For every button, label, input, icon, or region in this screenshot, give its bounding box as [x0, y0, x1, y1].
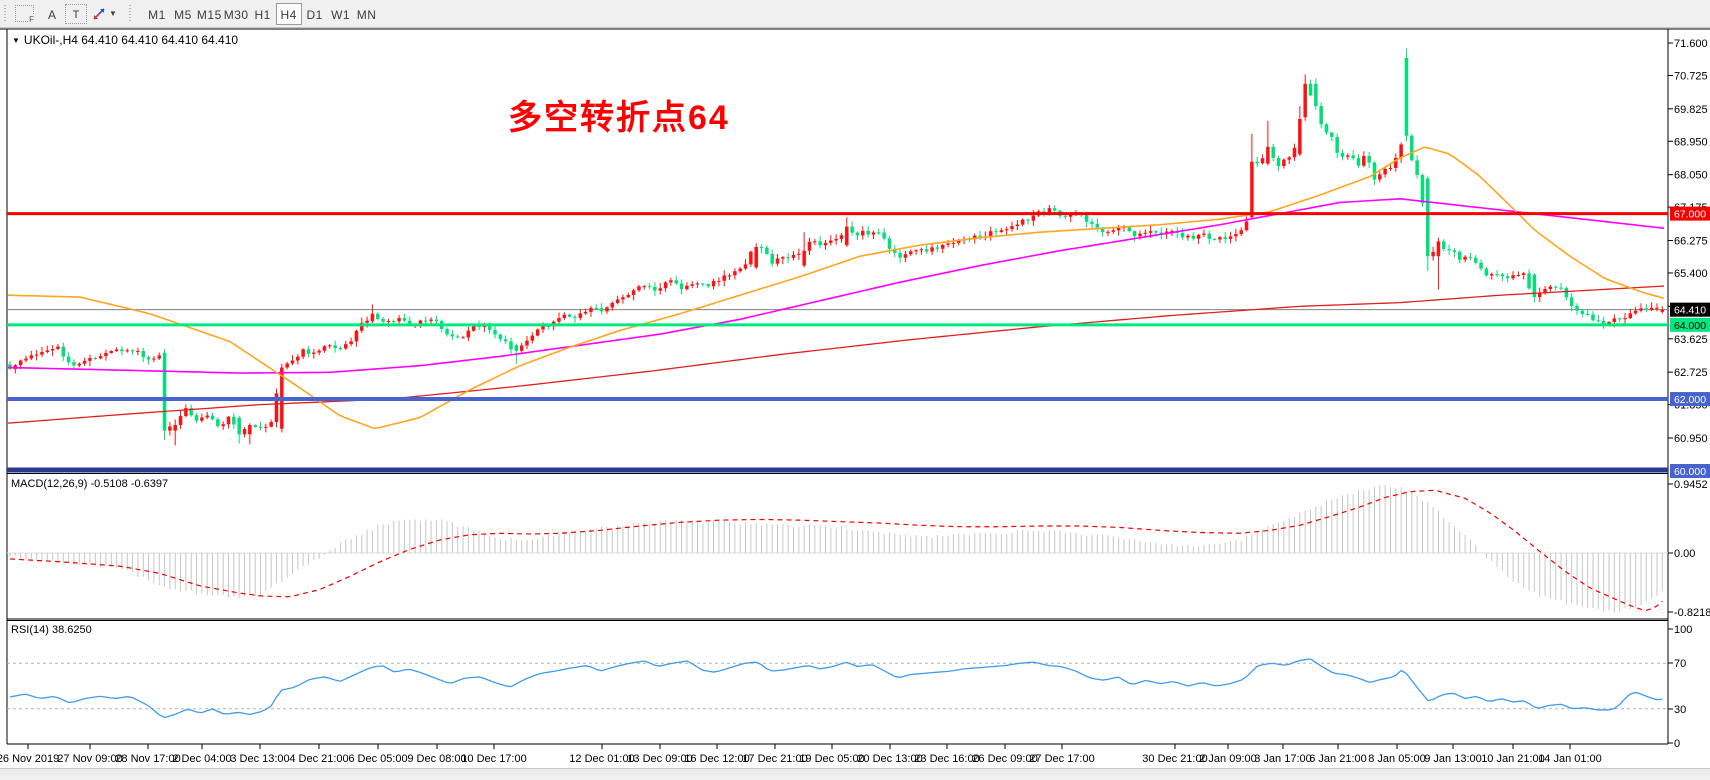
rsi-pane	[7, 662, 1668, 710]
time-tick-label: 27 Nov 09:00	[57, 753, 122, 765]
timeframe-h4[interactable]: H4	[275, 2, 302, 25]
price-tick-label: 71.600	[1674, 38, 1708, 50]
time-tick-label: 13 Dec 09:00	[627, 753, 692, 765]
macd-scale-label: -0.8218	[1674, 607, 1710, 619]
price-tick-label: 60.950	[1674, 433, 1708, 445]
price-tick-label: 66.275	[1674, 235, 1708, 247]
time-tick-label: 26 Nov 2019	[0, 753, 59, 765]
time-tick-label: 10 Jan 21:00	[1481, 753, 1545, 765]
time-tick-label: 9 Dec 08:00	[407, 753, 466, 765]
macd-histogram	[9, 485, 1663, 614]
chart-symbol-header: ▼ UKOil-,H4 64.410 64.410 64.410 64.410	[12, 33, 238, 47]
time-tick-label: 26 Dec 09:00	[972, 753, 1037, 765]
macd-scale-label: 0.00	[1674, 548, 1695, 560]
timeframe-d1[interactable]: D1	[306, 7, 323, 22]
text-label-tool-button[interactable]: T	[65, 3, 87, 24]
rsi-scale-label: 100	[1674, 624, 1692, 636]
rsi-scale-label: 30	[1674, 704, 1686, 716]
time-tick-label: 27 Dec 17:00	[1029, 753, 1094, 765]
time-tick-label: 23 Dec 16:00	[914, 753, 979, 765]
timeframe-toolbar-drag-handle[interactable]	[127, 4, 134, 23]
time-tick-label: 20 Dec 13:00	[857, 753, 922, 765]
time-tick-label: 6 Dec 05:00	[348, 753, 407, 765]
price-badge: 67.000	[1674, 209, 1706, 221]
timeframe-h1[interactable]: H1	[254, 7, 271, 22]
font-tool-button[interactable]: A	[47, 7, 56, 22]
chart-collapse-icon[interactable]: ▼	[12, 36, 20, 45]
ma-slow-line	[7, 285, 1665, 424]
toolbar-drag-handle[interactable]	[3, 4, 9, 23]
time-tick-label: 9 Jan 13:00	[1424, 753, 1482, 765]
rsi-indicator-label: RSI(14) 38.6250	[11, 624, 92, 636]
time-tick-label: 6 Jan 21:00	[1309, 753, 1367, 765]
price-tick-label: 65.400	[1674, 268, 1708, 280]
horizontal-scrollbar[interactable]	[0, 768, 1710, 775]
chart-title-text: UKOil-,H4 64.410 64.410 64.410 64.410	[23, 33, 239, 47]
arrows-dropdown-caret-icon[interactable]: ▼	[109, 9, 117, 18]
timeframe-w1[interactable]: W1	[331, 7, 351, 22]
timeframe-m15[interactable]: M15	[196, 7, 222, 22]
rsi-scale-label: 0	[1674, 738, 1680, 750]
rsi-scale-label: 70	[1674, 658, 1686, 670]
price-badge: 64.410	[1674, 305, 1706, 317]
price-tick-label: 63.625	[1674, 334, 1708, 346]
top-toolbar: F A T ▼ M1 M5 M15 M30 H1 H4 D1 W1 MN	[0, 0, 1710, 28]
macd-scale-label: 0.9452	[1674, 479, 1708, 491]
template-grid-icon[interactable]: F	[15, 5, 34, 24]
price-badge: 62.000	[1674, 394, 1706, 406]
timeframe-mn[interactable]: MN	[356, 7, 377, 22]
timeframe-m1[interactable]: M1	[148, 7, 166, 22]
diagonal-arrows-icon	[93, 7, 105, 20]
time-tick-label: 8 Jan 05:00	[1368, 753, 1426, 765]
chart-text-annotation[interactable]: 多空转折点64	[508, 99, 730, 137]
arrows-tool-button[interactable]: ▼	[91, 6, 117, 22]
timeframe-group: M1 M5 M15 M30 H1 H4 D1 W1 MN	[144, 2, 380, 25]
time-tick-label: 2 Jan 09:00	[1199, 753, 1257, 765]
rsi-line	[9, 658, 1663, 719]
price-tick-label: 69.825	[1674, 104, 1708, 116]
time-tick-label: 4 Dec 21:00	[289, 753, 348, 765]
timeframe-m30[interactable]: M30	[223, 7, 249, 22]
time-tick-label: 3 Jan 17:00	[1254, 753, 1312, 765]
time-tick-label: 10 Dec 17:00	[461, 753, 526, 765]
time-tick-label: 28 Nov 17:00	[115, 753, 180, 765]
time-tick-label: 19 Dec 05:00	[799, 753, 864, 765]
indicator-scales[interactable]: 0.9452 0.00 -0.8218 100 70 30 0	[1668, 479, 1710, 750]
price-badge: 60.000	[1674, 466, 1706, 478]
price-level-badges: 67.000 64.410 64.000 62.000 60.000	[1670, 206, 1710, 478]
time-tick-label: 14 Jan 01:00	[1538, 753, 1602, 765]
template-grid-icon-label: F	[28, 15, 34, 24]
price-badge: 64.000	[1674, 320, 1706, 332]
macd-signal-line	[9, 489, 1663, 611]
timeframe-m5[interactable]: M5	[174, 7, 192, 22]
price-tick-label: 68.050	[1674, 170, 1708, 182]
time-tick-label: 30 Dec 21:00	[1142, 753, 1207, 765]
horizontal-levels[interactable]	[7, 212, 1668, 473]
price-tick-label: 70.725	[1674, 70, 1708, 82]
time-tick-label: 12 Dec 01:00	[569, 753, 634, 765]
time-tick-label: 2 Dec 04:00	[172, 753, 231, 765]
time-tick-label: 3 Dec 13:00	[230, 753, 289, 765]
macd-indicator-label: MACD(12,26,9) -0.5108 -0.6397	[11, 478, 169, 490]
price-tick-label: 62.725	[1674, 367, 1708, 379]
ma-fast-line	[7, 146, 1665, 430]
price-tick-label: 68.950	[1674, 136, 1708, 148]
ma-mid-line	[7, 197, 1665, 374]
time-tick-label: 17 Dec 21:00	[742, 753, 807, 765]
time-tick-label: 16 Dec 12:00	[684, 753, 749, 765]
